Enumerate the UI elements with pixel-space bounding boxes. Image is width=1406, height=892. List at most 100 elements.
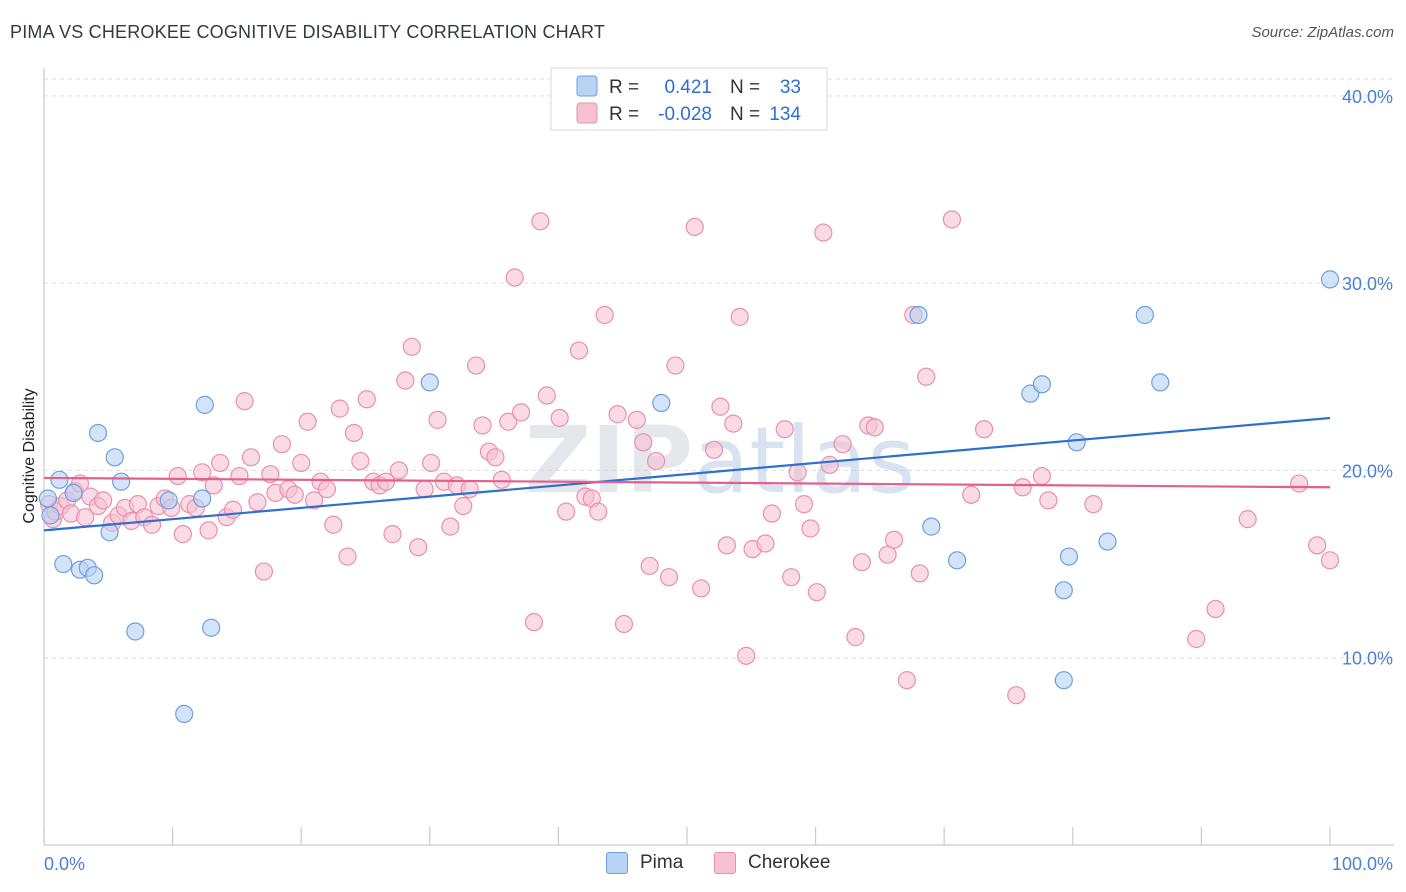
cherokee-point: [317, 480, 337, 499]
cherokee-point: [595, 305, 614, 325]
cherokee-point: [865, 418, 884, 437]
pima-point: [1151, 373, 1170, 392]
bottom-legend-label-pima: Pima: [640, 852, 684, 873]
cherokee-point: [1206, 599, 1225, 619]
x-tick-labels: 0.0% 100.0%: [44, 854, 1393, 874]
pima-point: [159, 491, 178, 510]
cherokee-point: [782, 568, 801, 587]
cherokee-point: [248, 493, 267, 512]
y-tick-label: 40.0%: [1342, 87, 1393, 107]
cherokee-point: [962, 485, 981, 504]
pima-point: [38, 489, 57, 508]
cherokee-point: [402, 337, 421, 356]
cherokee-point: [512, 403, 531, 422]
pima-point: [85, 566, 104, 585]
cherokee-point: [223, 500, 243, 519]
pima-point: [1059, 547, 1079, 566]
cherokee-point: [531, 212, 550, 231]
cherokee-point: [357, 390, 376, 409]
cherokee-point: [505, 268, 524, 287]
pima-point: [909, 305, 928, 325]
cherokee-point: [204, 476, 223, 495]
cherokee-point: [524, 613, 544, 632]
cherokee-point: [788, 463, 807, 482]
cherokee-point: [724, 414, 743, 433]
cherokee-point: [396, 371, 415, 390]
cherokee-point: [974, 420, 994, 439]
pima-point: [105, 448, 124, 467]
cherokee-point: [298, 412, 317, 431]
cherokee-point: [634, 433, 653, 452]
pima-point: [1032, 375, 1052, 394]
cherokee-point: [569, 341, 589, 360]
cherokee-point: [330, 399, 349, 418]
pima-point: [1135, 305, 1154, 325]
cherokee-point: [685, 217, 704, 237]
cherokee-point: [376, 472, 396, 491]
y-axis-label: Cognitive Disability: [21, 388, 38, 523]
cherokee-point: [1084, 495, 1103, 514]
legend-swatch-cherokee: [576, 102, 598, 124]
y-tick-label: 30.0%: [1342, 274, 1393, 294]
bottom-legend-item-pima: Pima: [606, 852, 683, 874]
cherokee-point: [640, 556, 659, 576]
legend-r-value-cherokee: -0.028: [658, 104, 712, 125]
pima-point: [1054, 671, 1073, 690]
cherokee-point: [261, 465, 280, 484]
legend-n-value-pima: 33: [780, 77, 801, 98]
pima-point: [922, 517, 941, 536]
cherokee-point: [717, 536, 736, 555]
cherokee-point: [173, 525, 192, 544]
pima-point: [54, 554, 73, 574]
cherokee-point: [421, 453, 441, 473]
bottom-legend-label-cherokee: Cherokee: [748, 852, 831, 873]
cherokee-point: [389, 461, 409, 480]
cherokee-point: [1013, 478, 1032, 497]
bottom-legend-item-cherokee: Cherokee: [714, 852, 830, 874]
pima-point: [193, 489, 212, 508]
cherokee-point: [292, 453, 311, 473]
pima-point: [112, 472, 131, 491]
cherokee-trend-line: [43, 476, 1331, 489]
cherokee-point: [852, 553, 871, 572]
cherokee-point: [304, 491, 324, 510]
cherokee-point: [775, 420, 794, 439]
pima-trend-line: [43, 416, 1331, 532]
cherokee-point: [473, 416, 492, 435]
legend-r-label-pima: R =: [609, 77, 639, 98]
cherokee-point: [428, 410, 447, 429]
cherokee-point: [762, 504, 781, 523]
pima-point: [1067, 433, 1086, 452]
cherokee-point: [627, 410, 646, 429]
pima-point: [41, 506, 60, 525]
cherokee-point: [415, 480, 434, 499]
cherokee-point: [614, 614, 634, 634]
cherokee-point: [1290, 474, 1309, 493]
cherokee-point: [878, 545, 897, 564]
pima-point: [420, 373, 439, 392]
cherokee-point: [338, 547, 357, 566]
cherokee-point: [383, 525, 402, 544]
cherokee-point: [756, 534, 775, 553]
cherokee-point: [486, 448, 505, 467]
cherokee-point: [230, 466, 249, 486]
cherokee-point: [897, 671, 917, 690]
pima-point: [947, 551, 967, 570]
legend-box: R = 0.421 N = 33 R = -0.028 N = 134: [550, 67, 828, 131]
pima-point: [126, 622, 145, 641]
cherokee-point: [499, 412, 518, 431]
cherokee-point: [608, 405, 627, 424]
bottom-legend-swatch-cherokee: [714, 852, 736, 874]
cherokee-point: [466, 356, 486, 375]
legend-n-label-pima: N =: [730, 77, 760, 98]
cherokee-point: [454, 496, 473, 516]
cherokee-point: [794, 495, 814, 514]
x-tick-label-max: 100.0%: [1332, 854, 1393, 874]
axes: [43, 68, 1394, 846]
x-tick-label-min: 0.0%: [44, 854, 85, 874]
cherokee-point: [737, 646, 756, 665]
pima-point: [50, 470, 69, 489]
y-tick-label: 20.0%: [1342, 461, 1393, 481]
cherokee-point: [1308, 536, 1327, 555]
